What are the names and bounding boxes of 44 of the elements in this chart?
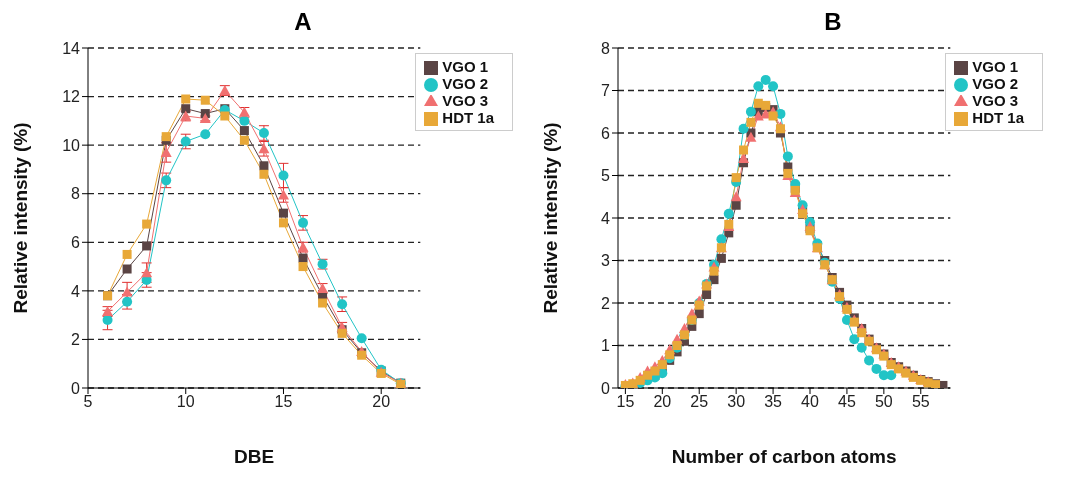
y-tick-label: 8	[71, 185, 81, 203]
y-tick-label: 0	[601, 379, 611, 397]
y-tick-label: 7	[601, 82, 611, 100]
y-tick-label: 1	[601, 337, 611, 355]
y-tick-label: 6	[601, 124, 611, 142]
x-axis-title: Number of carbon atoms	[671, 446, 897, 467]
legend-label: VGO 2	[972, 75, 1019, 93]
y-tick-label: 3	[601, 252, 611, 270]
x-tick-label: 40	[801, 393, 819, 411]
y-tick-label: 6	[71, 233, 81, 251]
x-tick-label: 15	[616, 393, 635, 411]
legend-label: VGO 3	[972, 92, 1019, 110]
legend-label: HDT 1a	[972, 109, 1024, 127]
x-axis-title: DBE	[234, 446, 275, 467]
x-tick-label: 35	[764, 393, 783, 411]
y-tick-label: 2	[601, 294, 611, 312]
legend-label: VGO 1	[972, 58, 1019, 75]
x-tick-label: 30	[727, 393, 746, 411]
y-tick-label: 0	[71, 379, 81, 397]
y-tick-label: 14	[62, 39, 81, 57]
y-axis-title: Relative intensity (%)	[539, 122, 561, 314]
y-tick-label: 5	[601, 167, 611, 185]
x-tick-label: 45	[838, 393, 856, 411]
x-tick-label: 55	[911, 393, 930, 411]
y-tick-label: 8	[601, 39, 611, 57]
y-tick-label: 4	[71, 282, 81, 300]
x-tick-label: 20	[653, 393, 672, 411]
y-tick-label: 10	[62, 136, 81, 154]
x-tick-label: 25	[690, 393, 709, 411]
x-tick-label: 20	[372, 393, 391, 411]
y-axis-title: Relative intensity (%)	[9, 122, 31, 314]
legend-label: HDT 1a	[442, 109, 494, 127]
x-tick-label: 10	[176, 393, 195, 411]
y-tick-label: 2	[71, 331, 81, 349]
legend-label: VGO 3	[442, 92, 489, 110]
chart-title: A	[293, 8, 313, 37]
y-tick-label: 4	[601, 209, 611, 227]
chart-title: B	[823, 8, 843, 37]
legend-label: VGO 2	[442, 75, 489, 93]
x-tick-label: 50	[874, 393, 893, 411]
x-tick-label: 15	[274, 393, 293, 411]
y-tick-label: 12	[62, 88, 81, 106]
legend-label: VGO 1	[442, 58, 489, 75]
x-tick-label: 5	[83, 393, 93, 411]
